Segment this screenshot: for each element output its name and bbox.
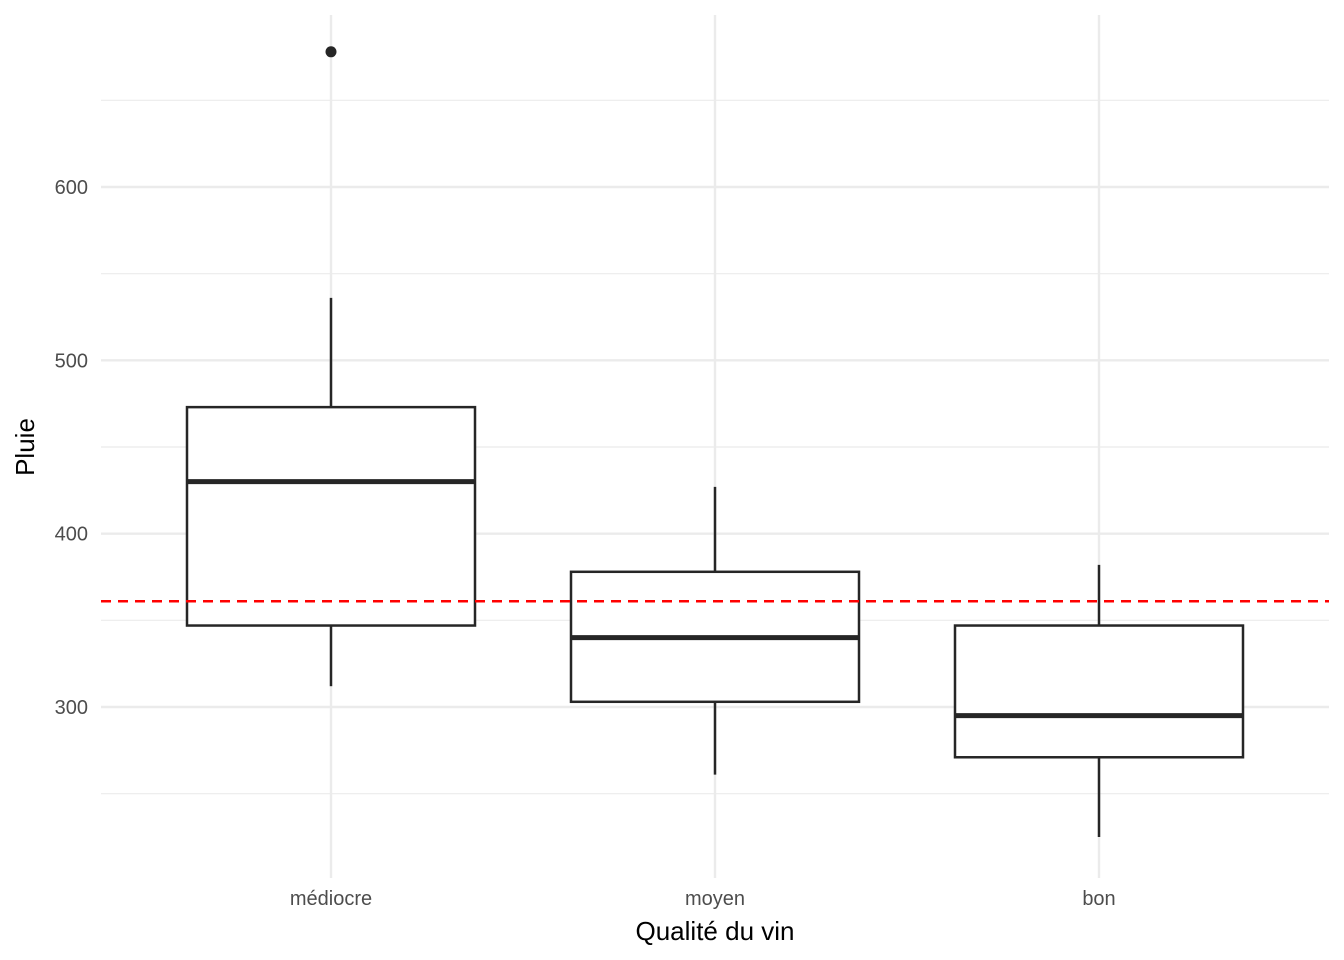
y-axis-ticks: 300 400 500 600 (55, 177, 88, 719)
outlier-point (325, 46, 337, 58)
y-tick-label: 300 (55, 697, 88, 719)
x-axis-title: Qualité du vin (636, 916, 795, 946)
y-axis-title: Pluie (10, 418, 40, 476)
y-tick-label: 500 (55, 350, 88, 372)
box-2 (953, 564, 1245, 837)
boxes-group (185, 46, 1245, 837)
x-tick-label: médiocre (290, 888, 372, 910)
box-iqr (185, 405, 477, 627)
x-tick-label: moyen (685, 888, 745, 910)
box-0 (185, 46, 477, 687)
box-1 (569, 486, 861, 775)
box-iqr (953, 624, 1245, 759)
x-axis-ticks: médiocre moyen bon (290, 888, 1116, 910)
y-tick-label: 600 (55, 177, 88, 199)
x-tick-label: bon (1082, 888, 1115, 910)
y-tick-label: 400 (55, 524, 88, 546)
